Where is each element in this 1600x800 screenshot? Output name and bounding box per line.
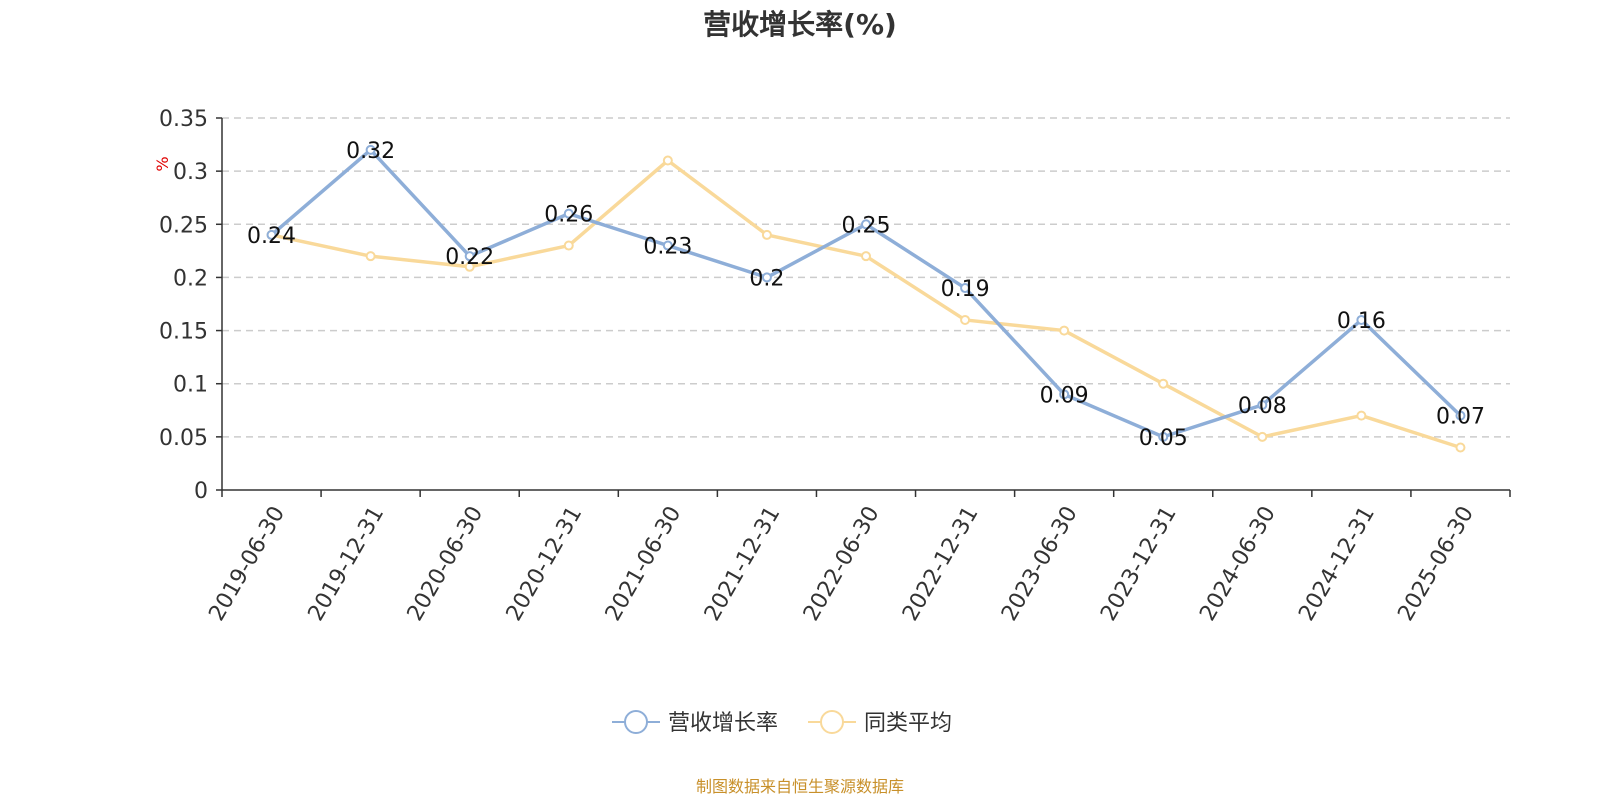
data-label: 0.09 <box>1040 383 1089 408</box>
data-label: 0.16 <box>1337 309 1386 334</box>
data-point <box>1059 325 1070 336</box>
data-point <box>662 155 673 166</box>
data-labels: 0.24 0.32 0.22 0.26 0.23 0.2 0.25 0.19 0.09 0.05 0… <box>247 139 1485 451</box>
data-point <box>761 229 772 240</box>
x-tick-label: 2021-12-31 <box>700 502 786 625</box>
x-tick-label: 2023-12-31 <box>1096 502 1182 625</box>
data-point <box>1059 389 1070 400</box>
data-label: 0.26 <box>544 203 593 228</box>
legend-swatch-marker <box>624 710 648 734</box>
data-point <box>1257 431 1268 442</box>
data-point <box>464 251 475 262</box>
data-point <box>662 240 673 251</box>
x-tick-label: 2019-12-31 <box>304 502 390 625</box>
data-point <box>365 251 376 262</box>
data-point <box>1356 314 1367 325</box>
data-point <box>761 272 772 283</box>
y-tick-label: 0.35 <box>159 107 208 132</box>
y-tick-label: 0.25 <box>159 213 208 238</box>
data-point <box>1257 399 1268 410</box>
source-note: 制图数据来自恒生聚源数据库 <box>696 777 904 796</box>
data-label: 0.19 <box>941 277 990 302</box>
data-label: 0.23 <box>643 235 692 260</box>
x-tick-label: 2020-06-30 <box>403 502 489 625</box>
x-tick-label: 2024-12-31 <box>1294 502 1380 625</box>
series-layer <box>266 144 1466 453</box>
legend-swatch-marker <box>820 710 844 734</box>
data-point <box>1158 378 1169 389</box>
data-point <box>960 314 971 325</box>
legend-label: 营收增长率 <box>668 711 778 736</box>
data-label: 0.24 <box>247 224 296 249</box>
data-label: 0.25 <box>842 213 891 238</box>
data-point <box>1455 442 1466 453</box>
data-point <box>861 219 871 230</box>
x-tick-label: 2025-06-30 <box>1393 502 1479 625</box>
data-point <box>266 229 277 240</box>
x-tick-label: 2023-06-30 <box>997 502 1083 625</box>
data-label: 0.08 <box>1238 394 1287 419</box>
y-tick-label: 0 <box>194 479 208 504</box>
data-point <box>1356 410 1367 421</box>
legend-item-1[interactable]: 营收增长率 <box>612 710 778 736</box>
legend-label: 同类平均 <box>864 711 952 736</box>
x-tick-label: 2019-06-30 <box>204 502 290 625</box>
x-tick-label: 2020-12-31 <box>502 502 588 625</box>
x-tick-label: 2022-12-31 <box>898 502 984 625</box>
y-tick-label: 0.05 <box>159 426 208 451</box>
y-tick-label: 0.3 <box>173 160 208 185</box>
data-point <box>365 144 376 155</box>
grid-lines <box>222 117 1510 438</box>
x-tick-label: 2021-06-30 <box>601 502 687 625</box>
data-label: 0.07 <box>1436 405 1485 430</box>
legend[interactable]: 营收增长率 同类平均 <box>612 710 952 736</box>
data-point <box>1158 431 1169 442</box>
data-label: 0.05 <box>1139 426 1188 451</box>
data-label: 0.22 <box>445 245 494 270</box>
x-tick-label: 2024-06-30 <box>1195 502 1281 625</box>
legend-item-2[interactable]: 同类平均 <box>808 710 952 736</box>
x-tick-label: 2022-06-30 <box>799 502 885 625</box>
y-tick-label: 0.1 <box>173 373 208 398</box>
data-point <box>960 283 971 294</box>
chart-title: 营收增长率(%) <box>703 8 897 41</box>
y-axis-unit-label: % <box>153 156 172 171</box>
data-label: 0.32 <box>346 139 395 164</box>
y-tick-label: 0.15 <box>159 320 208 345</box>
data-point <box>563 208 574 219</box>
data-point <box>464 261 475 272</box>
data-point <box>563 240 574 251</box>
y-tick-label: 0.2 <box>173 266 208 291</box>
data-label: 0.2 <box>749 266 784 291</box>
data-point <box>1455 410 1466 421</box>
data-point <box>861 251 871 262</box>
